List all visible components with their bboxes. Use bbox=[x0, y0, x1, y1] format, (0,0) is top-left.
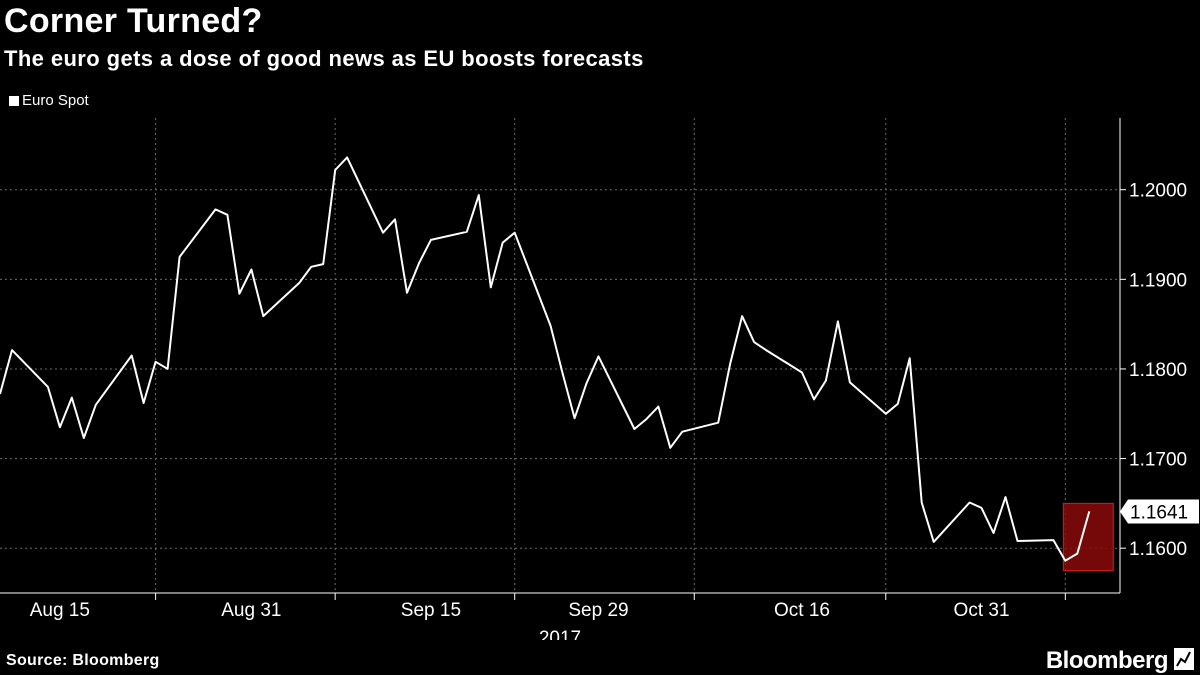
data-point bbox=[921, 501, 923, 503]
y-tick-label: 1.1900 bbox=[1129, 270, 1187, 291]
data-point bbox=[1016, 540, 1018, 542]
data-point bbox=[214, 208, 216, 210]
legend-swatch bbox=[9, 95, 19, 106]
data-point bbox=[981, 507, 983, 509]
data-point bbox=[562, 372, 564, 374]
data-point bbox=[262, 315, 264, 317]
data-point bbox=[765, 349, 767, 351]
data-point bbox=[586, 382, 588, 384]
x-tick-label: Aug 31 bbox=[221, 600, 281, 621]
data-point bbox=[753, 341, 755, 343]
x-tick-label: Sep 29 bbox=[568, 600, 628, 621]
euro-spot-line bbox=[0, 156, 1091, 562]
data-point bbox=[334, 169, 336, 171]
data-point bbox=[502, 242, 504, 244]
data-point bbox=[1004, 496, 1006, 498]
line-chart: 1.1600 1.1700 1.1800 1.1900 1.2000 Aug 15 Aug … bbox=[0, 118, 1199, 640]
x-tick-label: Oct 16 bbox=[774, 600, 830, 621]
data-point bbox=[729, 363, 731, 365]
data-point bbox=[969, 501, 971, 503]
data-point bbox=[598, 355, 600, 357]
data-point bbox=[131, 355, 133, 357]
data-point bbox=[633, 428, 635, 430]
data-point bbox=[298, 282, 300, 284]
data-point bbox=[825, 380, 827, 382]
last-value-label: 1.1641 bbox=[1130, 502, 1188, 523]
data-point bbox=[1088, 510, 1090, 512]
data-point bbox=[83, 437, 85, 439]
data-point bbox=[1052, 539, 1054, 541]
data-point bbox=[179, 256, 181, 258]
data-point bbox=[155, 361, 157, 363]
data-point bbox=[167, 368, 169, 370]
data-point bbox=[813, 398, 815, 400]
data-point bbox=[645, 418, 647, 420]
data-point bbox=[909, 357, 911, 359]
data-point bbox=[59, 426, 61, 428]
data-point bbox=[897, 403, 899, 405]
data-point bbox=[71, 397, 73, 399]
data-point bbox=[550, 325, 552, 327]
legend: Euro Spot bbox=[9, 92, 89, 109]
data-point bbox=[466, 231, 468, 233]
data-point bbox=[574, 417, 576, 419]
data-point bbox=[47, 386, 49, 388]
chart-subtitle: The euro gets a dose of good news as EU … bbox=[4, 46, 644, 71]
source-note: Source: Bloomberg bbox=[6, 652, 160, 669]
data-point bbox=[669, 447, 671, 449]
x-tick-label: Oct 31 bbox=[954, 600, 1010, 621]
data-point bbox=[801, 372, 803, 374]
data-point bbox=[849, 381, 851, 383]
last-value-tag bbox=[1120, 499, 1199, 524]
data-point bbox=[11, 349, 13, 351]
data-point bbox=[514, 232, 516, 234]
data-point bbox=[933, 541, 935, 543]
y-tick-label: 1.1800 bbox=[1129, 360, 1187, 381]
y-tick-label: 1.2000 bbox=[1129, 181, 1187, 202]
y-tick-label: 1.1700 bbox=[1129, 450, 1187, 471]
chart-title: Corner Turned? bbox=[4, 2, 263, 40]
data-point bbox=[741, 315, 743, 317]
data-point bbox=[226, 214, 228, 216]
data-point bbox=[95, 404, 97, 406]
data-point bbox=[143, 402, 145, 404]
data-point bbox=[238, 293, 240, 295]
data-point bbox=[250, 268, 252, 270]
data-point bbox=[885, 413, 887, 415]
data-point bbox=[478, 194, 480, 196]
x-tick-label: Aug 15 bbox=[30, 600, 90, 621]
year-label: 2017 bbox=[539, 628, 581, 640]
data-point bbox=[1076, 553, 1078, 555]
data-point bbox=[346, 156, 348, 158]
data-point bbox=[430, 239, 432, 241]
brand-logo: Bloomberg bbox=[1045, 647, 1169, 674]
data-point bbox=[394, 218, 396, 220]
data-point bbox=[1064, 560, 1066, 562]
data-point bbox=[310, 266, 312, 268]
data-point bbox=[382, 232, 384, 234]
data-point bbox=[681, 431, 683, 433]
data-point bbox=[490, 286, 492, 288]
data-point bbox=[418, 262, 420, 264]
data-point bbox=[717, 422, 719, 424]
terminal-chart-icon bbox=[1174, 648, 1194, 670]
data-point bbox=[993, 532, 995, 534]
legend-label: Euro Spot bbox=[22, 92, 89, 109]
y-tick-label: 1.1600 bbox=[1129, 539, 1187, 560]
data-point bbox=[322, 263, 324, 265]
data-point bbox=[657, 406, 659, 408]
data-point bbox=[406, 292, 408, 294]
x-tick-label: Sep 15 bbox=[401, 600, 461, 621]
data-point bbox=[837, 320, 839, 322]
